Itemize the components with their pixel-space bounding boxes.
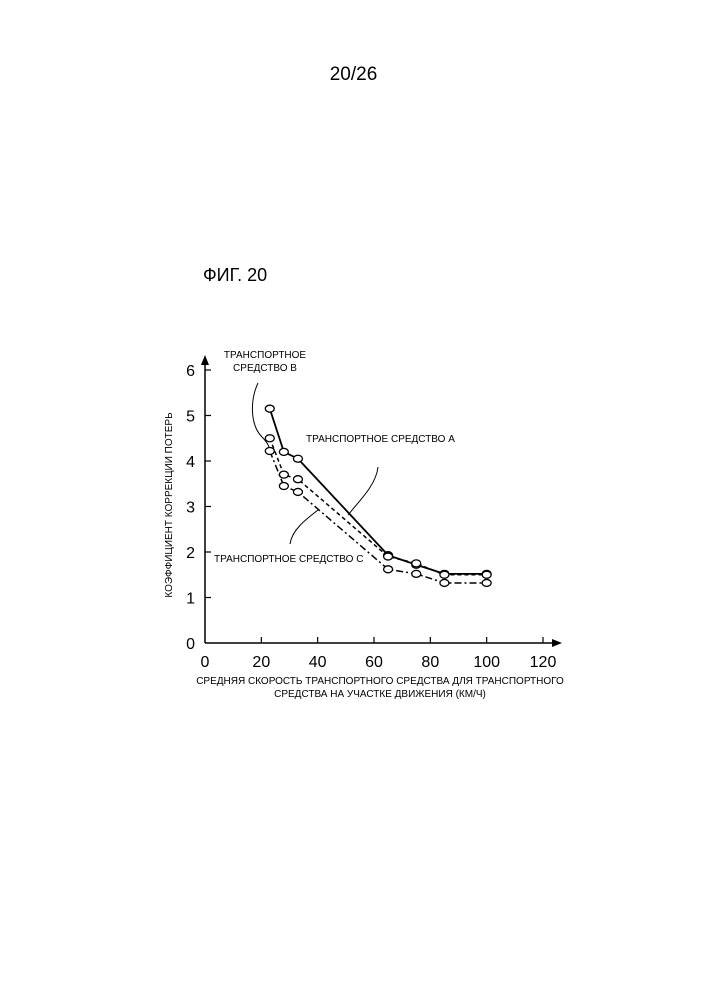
data-point bbox=[482, 571, 491, 578]
annotation-vehicle-a: ТРАНСПОРТНОЕ СРЕДСТВО A bbox=[306, 434, 455, 445]
x-tick-label: 40 bbox=[309, 654, 327, 671]
x-tick-label: 20 bbox=[252, 654, 270, 671]
data-point bbox=[279, 483, 288, 490]
y-tick-label: 2 bbox=[186, 545, 195, 562]
x-axis-label-line1: СРЕДНЯЯ СКОРОСТЬ ТРАНСПОРТНОГО СРЕДСТВА … bbox=[196, 676, 564, 687]
leader-line-c bbox=[290, 510, 318, 544]
data-point bbox=[293, 455, 302, 462]
x-tick-label: 0 bbox=[201, 654, 210, 671]
y-tick-label: 3 bbox=[186, 500, 195, 517]
y-axis-arrow bbox=[201, 355, 209, 365]
annotation-vehicle-b-line1: ТРАНСПОРТНОЕ bbox=[224, 350, 307, 361]
y-tick-label: 5 bbox=[186, 409, 195, 426]
data-point bbox=[412, 570, 421, 577]
data-point bbox=[265, 447, 274, 454]
data-point bbox=[279, 448, 288, 455]
data-point bbox=[293, 488, 302, 495]
data-point bbox=[265, 405, 274, 412]
x-tick-label: 100 bbox=[473, 654, 500, 671]
data-point bbox=[293, 476, 302, 483]
data-point bbox=[440, 579, 449, 586]
x-tick-label: 120 bbox=[530, 654, 557, 671]
data-point bbox=[265, 435, 274, 442]
data-point bbox=[384, 566, 393, 573]
y-tick-label: 6 bbox=[186, 363, 195, 380]
annotation-vehicle-b-line2: СРЕДСТВО B bbox=[233, 363, 297, 374]
x-axis-arrow bbox=[552, 639, 562, 647]
x-tick-label: 80 bbox=[421, 654, 439, 671]
x-axis-label-line2: СРЕДСТВА НА УЧАСТКЕ ДВИЖЕНИЯ (КМ/Ч) bbox=[274, 689, 486, 700]
annotation-vehicle-c: ТРАНСПОРТНОЕ СРЕДСТВО C bbox=[214, 554, 363, 565]
y-tick-label: 0 bbox=[186, 636, 195, 653]
data-point bbox=[384, 553, 393, 560]
ticks: 0 20 40 60 80 100 120 0 1 2 3 4 5 6 bbox=[186, 363, 556, 671]
y-tick-label: 4 bbox=[186, 454, 195, 471]
leader-line-a bbox=[348, 467, 378, 515]
x-tick-label: 60 bbox=[365, 654, 383, 671]
y-axis-label: КОЭФФИЦИЕНТ КОРРЕКЦИИ ПОТЕРЬ bbox=[164, 412, 175, 598]
axes bbox=[201, 355, 562, 647]
data-point bbox=[412, 560, 421, 567]
y-tick-label: 1 bbox=[186, 591, 195, 608]
data-point bbox=[482, 579, 491, 586]
data-point bbox=[440, 571, 449, 578]
data-point bbox=[279, 471, 288, 478]
